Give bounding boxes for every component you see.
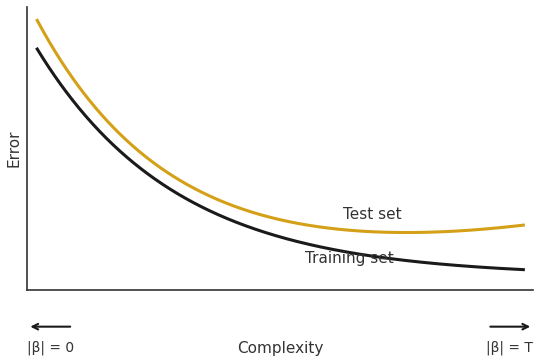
Text: Complexity: Complexity xyxy=(237,341,323,356)
Text: Test set: Test set xyxy=(343,207,402,222)
Text: |β| = T: |β| = T xyxy=(486,341,533,355)
Text: Training set: Training set xyxy=(305,251,393,266)
Text: |β| = 0: |β| = 0 xyxy=(28,341,75,355)
Y-axis label: Error: Error xyxy=(7,130,22,167)
